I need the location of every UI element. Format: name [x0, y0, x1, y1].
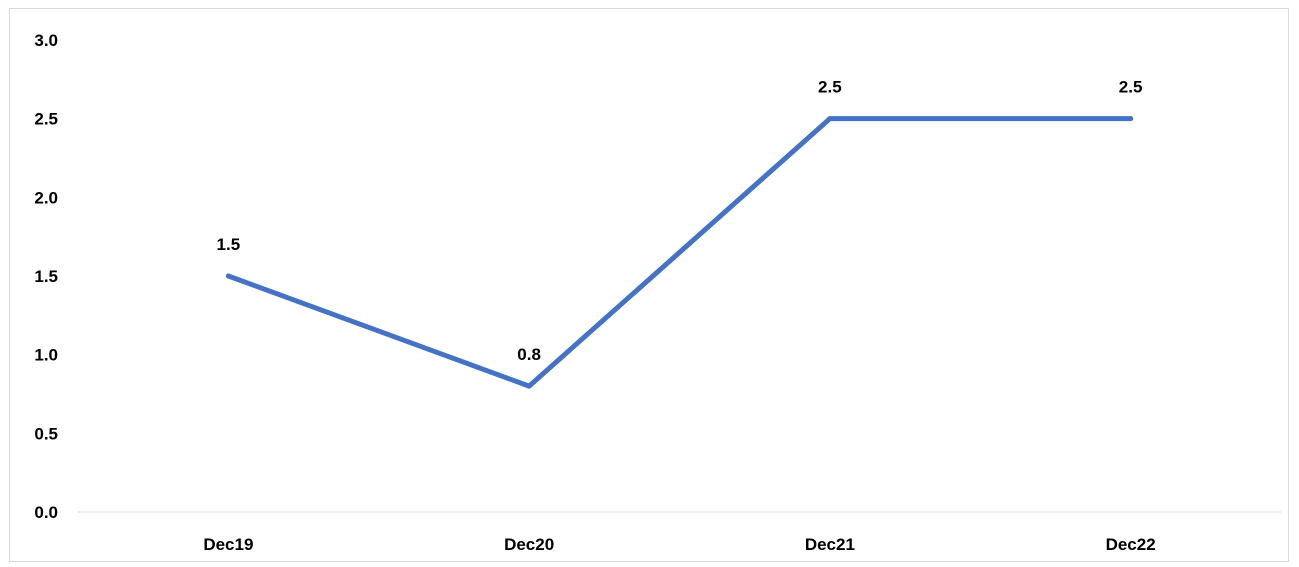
x-tick-label: Dec21	[805, 535, 855, 554]
chart-frame	[9, 8, 1289, 562]
series-line	[225, 116, 1134, 389]
y-tick-label: 0.0	[34, 503, 58, 522]
y-tick-label: 3.0	[34, 31, 58, 50]
y-axis-tick-labels: 0.0 0.5 1.0 1.5 2.0 2.5 3.0	[34, 31, 58, 522]
series-group	[225, 116, 1134, 389]
data-point	[1128, 116, 1134, 122]
data-point	[827, 116, 833, 122]
data-labels: 1.5 0.8 2.5 2.5	[217, 78, 1143, 364]
data-label: 0.8	[517, 345, 541, 364]
data-point	[225, 273, 231, 279]
y-tick-label: 1.0	[34, 346, 58, 365]
x-tick-label: Dec19	[203, 535, 253, 554]
data-label: 1.5	[217, 235, 241, 254]
x-tick-label: Dec22	[1106, 535, 1156, 554]
y-tick-label: 2.0	[34, 188, 58, 207]
x-axis-tick-labels: Dec19 Dec20 Dec21 Dec22	[203, 535, 1155, 554]
data-point	[526, 383, 532, 389]
y-tick-label: 0.5	[34, 424, 58, 443]
data-label: 2.5	[1119, 78, 1143, 97]
data-label: 2.5	[818, 78, 842, 97]
y-tick-label: 1.5	[34, 267, 58, 286]
y-tick-label: 2.5	[34, 110, 58, 129]
x-tick-label: Dec20	[504, 535, 554, 554]
